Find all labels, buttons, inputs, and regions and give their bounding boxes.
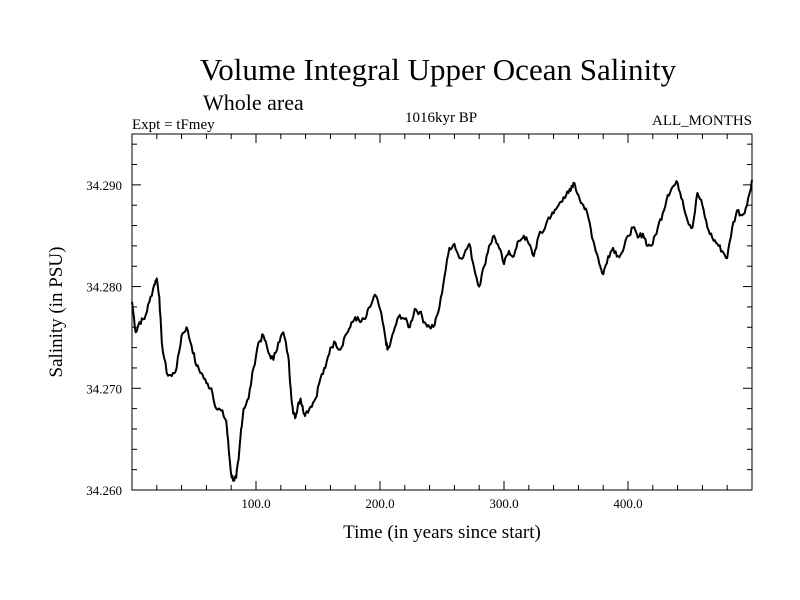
y-tick-label: 34.290 [86,178,122,193]
chart-title: Volume Integral Upper Ocean Salinity [200,52,677,87]
y-tick-labels: 34.260 34.270 34.280 34.290 [86,178,122,498]
y-tick-label: 34.270 [86,381,122,396]
y-axis-label: Salinity (in PSU) [46,247,67,378]
experiment-label: Expt = tFmey [132,117,215,133]
x-tick-label: 300.0 [489,496,518,511]
x-axis-label: Time (in years since start) [343,522,541,543]
salinity-series-line [131,179,753,482]
x-tick-label: 100.0 [241,496,270,511]
period-label: 1016kyr BP [405,110,477,126]
plot-area [131,133,753,491]
y-tick-label: 34.280 [86,280,122,295]
x-tick-label: 400.0 [613,496,642,511]
chart-subtitle: Whole area [203,90,304,115]
months-label: ALL_MONTHS [652,113,752,129]
y-tick-label: 34.260 [86,483,122,498]
x-tick-labels: 100.0 200.0 300.0 400.0 [241,496,642,511]
axis-ticks [132,134,752,490]
x-tick-label: 200.0 [365,496,394,511]
